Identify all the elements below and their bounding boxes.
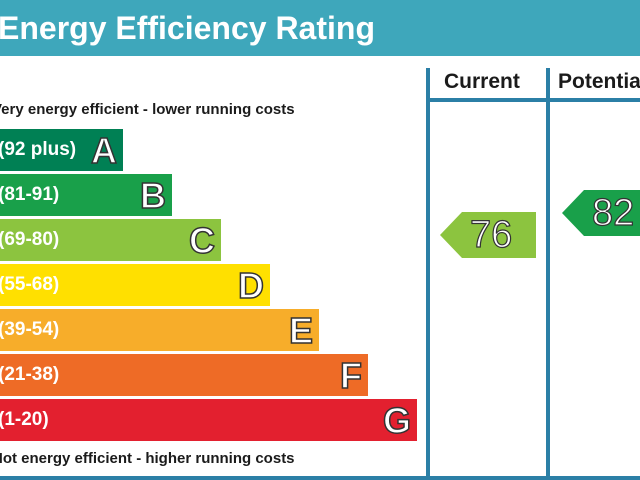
current-rating-arrow: 76 <box>440 212 536 258</box>
band-g-letter: G <box>382 399 412 442</box>
potential-rating-arrow-shape <box>562 190 640 236</box>
frame-divider-left <box>426 68 430 480</box>
band-g-range: (1-20) <box>0 409 49 430</box>
band-a-range: (92 plus) <box>0 139 77 160</box>
band-e-range: (39-54) <box>0 319 60 340</box>
band-g: (1-20) G <box>0 399 417 442</box>
column-header-current: Current <box>444 70 520 93</box>
band-c-range: (69-80) <box>0 229 60 250</box>
band-d: (55-68) D <box>0 264 270 307</box>
header-bar: Energy Efficiency Rating <box>0 0 640 56</box>
band-c-letter: C <box>188 219 216 262</box>
band-a-letter: A <box>90 129 118 172</box>
column-header-potential: Potential <box>558 70 640 93</box>
band-e: (39-54) E <box>0 309 319 352</box>
current-rating-value: 76 <box>469 213 513 256</box>
potential-rating-value: 82 <box>591 191 635 234</box>
frame-bottom-rule <box>0 476 640 480</box>
band-f-letter: F <box>339 354 363 397</box>
band-d-range: (55-68) <box>0 274 60 295</box>
current-rating-arrow-shape <box>440 212 536 258</box>
band-c: (69-80) C <box>0 219 221 262</box>
frame-header-rule <box>426 98 640 102</box>
band-a: (92 plus) A <box>0 129 123 172</box>
potential-rating-arrow: 82 <box>562 190 640 236</box>
band-f-range: (21-38) <box>0 364 60 385</box>
caption-inefficient: Not energy efficient - higher running co… <box>0 450 295 467</box>
band-b: (81-91) B <box>0 174 172 217</box>
band-f: (21-38) F <box>0 354 368 397</box>
band-d-letter: D <box>237 264 265 307</box>
frame-divider-middle <box>546 68 550 480</box>
band-e-letter: E <box>288 309 314 352</box>
band-b-range: (81-91) <box>0 184 60 205</box>
page-title: Energy Efficiency Rating <box>0 10 375 46</box>
band-b-letter: B <box>139 174 167 217</box>
caption-efficient: Very energy efficient - lower running co… <box>0 101 295 118</box>
